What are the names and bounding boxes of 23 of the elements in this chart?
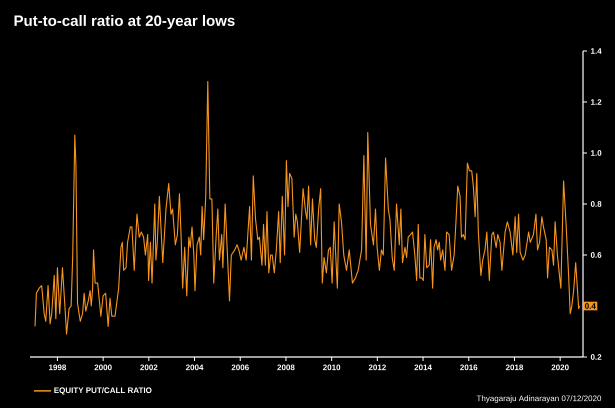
y-tick-label: 1.2 — [591, 99, 602, 105]
x-tick-label: 2004 — [186, 364, 204, 370]
legend-label: EQUITY PUT/CALL RATIO — [54, 387, 152, 395]
x-tick-label: 1998 — [49, 364, 66, 370]
x-tick-label: 2006 — [232, 364, 249, 370]
x-tick-label: 2020 — [552, 364, 569, 370]
x-tick-label: 2014 — [414, 364, 432, 370]
x-tick-label: 2008 — [277, 364, 295, 370]
x-tick-label: 2016 — [460, 364, 478, 370]
x-tick-label: 2012 — [368, 364, 386, 370]
annotation: 0.4 — [585, 303, 596, 309]
x-tick-label: 2002 — [140, 364, 158, 370]
x-tick-label: 2000 — [94, 364, 112, 370]
y-tick-label: 0.6 — [590, 252, 602, 258]
x-tick-label: 2018 — [506, 364, 524, 370]
text: Thyagaraju Adinarayan 07/12/2020 — [476, 395, 602, 403]
chart-title: Put-to-call ratio at 20-year lows — [14, 15, 235, 29]
y-tick-label: 1.4 — [591, 48, 602, 54]
y-tick-label: 0.2 — [590, 354, 602, 360]
y-tick-label: 0.8 — [590, 201, 602, 207]
x-tick-label: 2010 — [323, 364, 340, 370]
line-series — [34, 81, 580, 335]
y-tick-label: 1.0 — [591, 150, 602, 156]
